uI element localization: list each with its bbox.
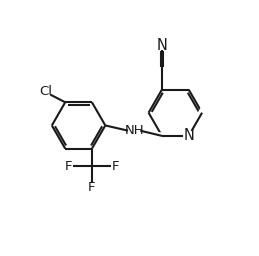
Text: N: N: [156, 38, 167, 53]
Text: F: F: [112, 160, 119, 173]
Text: F: F: [64, 160, 72, 173]
Text: NH: NH: [124, 124, 144, 137]
Text: F: F: [88, 181, 96, 194]
Text: N: N: [184, 128, 195, 143]
Text: Cl: Cl: [40, 85, 53, 98]
